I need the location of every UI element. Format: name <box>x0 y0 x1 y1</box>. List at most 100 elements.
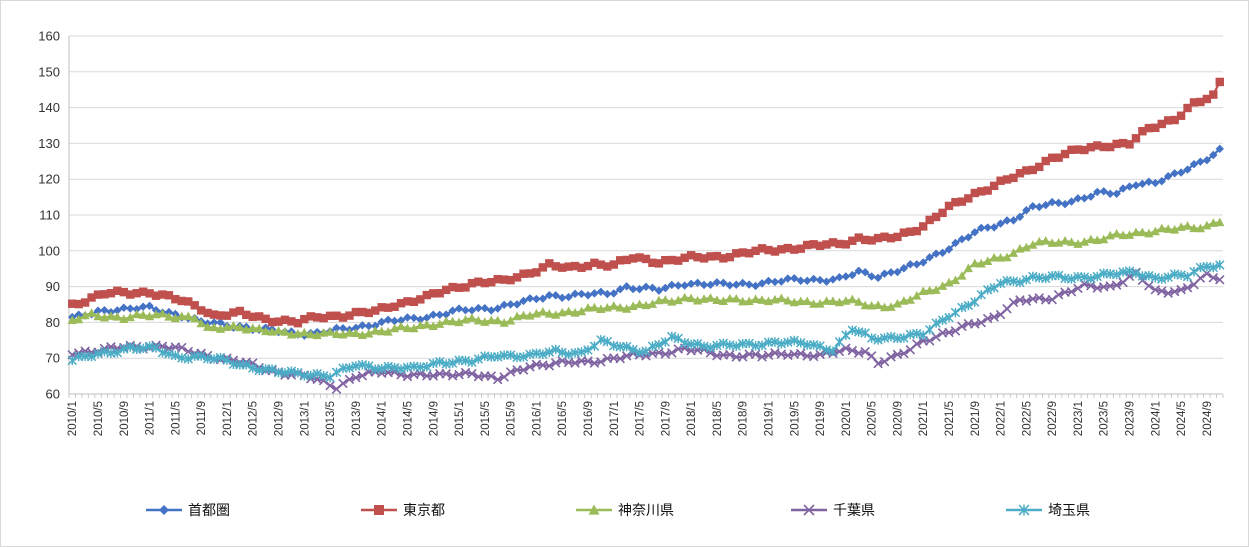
data-point <box>435 319 445 328</box>
data-point <box>622 282 631 291</box>
data-point <box>125 312 135 322</box>
data-point <box>828 238 838 247</box>
data-point <box>770 247 780 256</box>
data-point <box>474 277 483 286</box>
data-point <box>764 245 773 255</box>
data-point <box>538 349 548 360</box>
data-point <box>616 256 625 265</box>
data-point <box>1015 243 1025 253</box>
data-point <box>1080 194 1089 203</box>
data-point <box>808 351 819 362</box>
data-point <box>261 314 270 323</box>
data-point <box>1137 227 1148 237</box>
data-point <box>396 316 406 325</box>
data-point <box>1144 123 1154 133</box>
data-point <box>925 285 935 295</box>
data-point <box>480 278 490 288</box>
data-point <box>106 289 116 298</box>
data-point <box>576 306 587 316</box>
data-point <box>86 351 97 362</box>
data-point <box>396 321 406 331</box>
data-point <box>1118 230 1128 240</box>
data-point <box>518 310 529 320</box>
data-point <box>1066 287 1077 297</box>
data-point <box>854 266 863 275</box>
x-tick-label: 2023/5 <box>1099 401 1111 436</box>
data-point <box>1176 222 1186 231</box>
data-point <box>1028 165 1038 175</box>
data-point <box>1157 223 1167 233</box>
data-point <box>228 320 238 330</box>
data-point <box>538 263 548 272</box>
legend-label: 神奈川県 <box>618 503 674 519</box>
data-point <box>815 275 825 285</box>
data-point <box>209 322 219 332</box>
x-tick-label: 2016/9 <box>583 401 595 436</box>
data-point <box>467 368 477 379</box>
data-point <box>667 280 676 290</box>
data-point <box>454 304 464 313</box>
data-point <box>654 340 664 350</box>
data-point <box>1138 127 1147 136</box>
x-tick-label: 2017/5 <box>635 401 647 436</box>
data-point <box>280 327 290 336</box>
data-point <box>93 311 103 321</box>
data-point <box>983 256 993 266</box>
data-point <box>822 240 831 249</box>
data-point <box>686 279 696 289</box>
data-point <box>1144 177 1154 186</box>
data-point <box>1138 179 1147 189</box>
data-point <box>603 289 612 299</box>
data-point <box>673 333 683 344</box>
data-point <box>409 323 419 333</box>
data-point <box>1208 262 1219 273</box>
data-point <box>674 256 683 265</box>
data-point <box>1079 237 1089 246</box>
data-point <box>661 283 670 293</box>
data-point <box>106 311 116 320</box>
data-point <box>1157 274 1167 284</box>
data-point <box>867 236 876 245</box>
data-point <box>789 335 800 346</box>
data-point <box>989 252 999 262</box>
x-tick-label: 2014/9 <box>428 401 440 436</box>
data-point <box>93 348 103 359</box>
data-point <box>899 333 909 343</box>
data-point <box>647 299 658 308</box>
x-tick-label: 2011/5 <box>170 401 182 435</box>
data-point <box>815 241 825 251</box>
data-point <box>274 317 283 326</box>
data-point <box>951 238 960 248</box>
data-point <box>957 271 967 280</box>
y-tick-label: 140 <box>38 100 60 115</box>
data-point <box>499 372 509 382</box>
data-point <box>1182 282 1193 293</box>
x-tick-label: 2018/1 <box>686 401 698 436</box>
data-point <box>583 291 593 300</box>
data-point <box>648 283 657 292</box>
data-point <box>1073 283 1083 294</box>
data-point <box>1170 115 1179 125</box>
data-point <box>299 327 309 337</box>
y-tick-label: 90 <box>46 279 60 294</box>
data-point <box>248 363 258 373</box>
data-point <box>357 370 368 381</box>
legend-label: 埼玉県 <box>1048 503 1090 519</box>
data-point <box>1182 221 1193 230</box>
data-point <box>809 240 818 249</box>
data-point <box>879 302 890 312</box>
data-point <box>867 300 877 310</box>
data-point <box>364 361 374 371</box>
data-point <box>158 290 167 299</box>
data-point <box>615 353 625 364</box>
data-point <box>931 285 941 294</box>
data-point <box>332 311 341 320</box>
data-point <box>506 315 516 325</box>
data-point <box>583 356 593 366</box>
data-point <box>1125 182 1134 191</box>
x-tick-label: 2015/9 <box>506 401 518 436</box>
y-tick-label: 120 <box>38 172 60 187</box>
data-point <box>1047 153 1057 162</box>
data-point <box>171 295 180 304</box>
data-point <box>777 277 786 286</box>
